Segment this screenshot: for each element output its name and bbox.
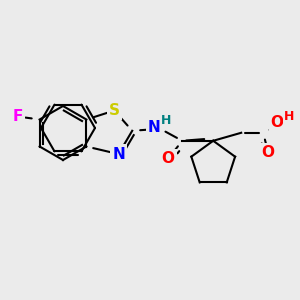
Text: O: O	[262, 145, 275, 160]
Text: O: O	[162, 151, 175, 166]
Text: S: S	[109, 103, 120, 118]
Text: O: O	[270, 115, 283, 130]
Text: H: H	[284, 110, 294, 123]
Text: N: N	[148, 120, 160, 135]
Text: F: F	[12, 109, 23, 124]
Text: H: H	[161, 114, 172, 127]
Text: N: N	[112, 147, 125, 162]
